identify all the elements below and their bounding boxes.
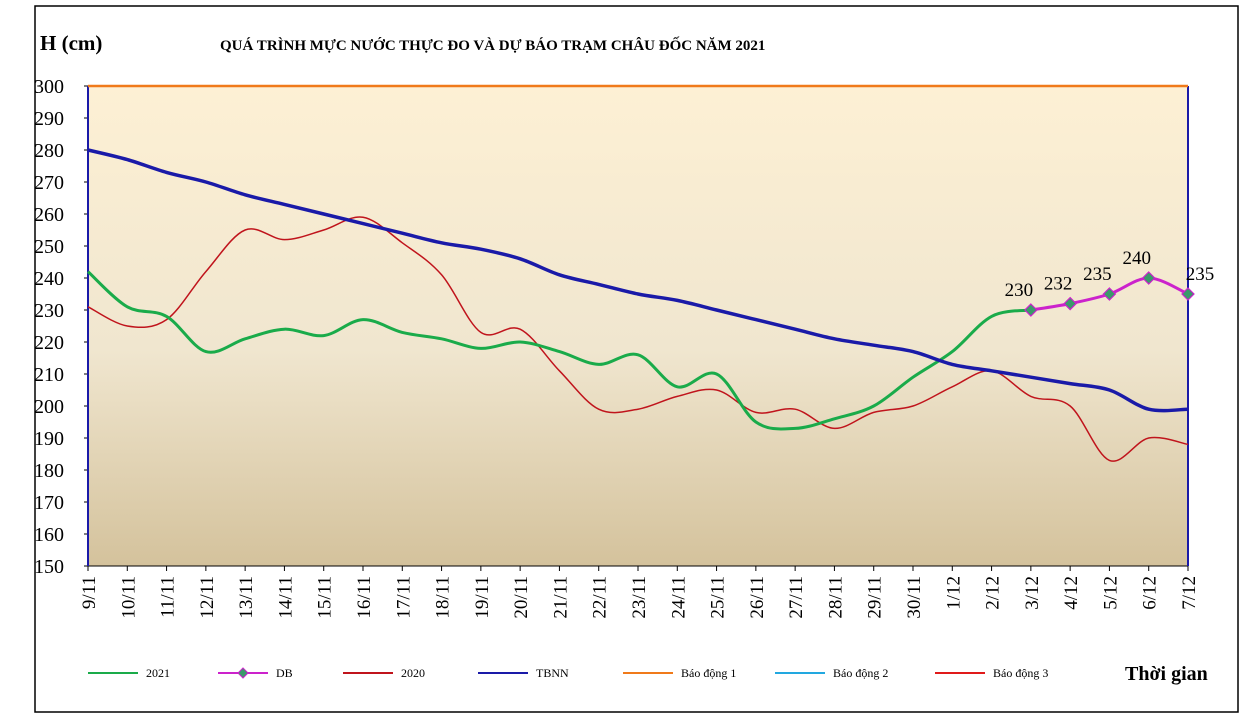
y-tick-label: 280 xyxy=(34,140,64,162)
x-tick-label: 1/12 xyxy=(943,576,964,610)
y-tick-label: 170 xyxy=(34,492,64,514)
legend-marker xyxy=(237,667,249,679)
x-tick-label: 10/11 xyxy=(118,576,139,619)
x-tick-label: 5/12 xyxy=(1100,576,1121,610)
data-label: 240 xyxy=(1122,248,1151,269)
legend-label: TBNN xyxy=(536,666,569,680)
x-tick-label: 24/11 xyxy=(668,576,689,619)
x-tick-label: 14/11 xyxy=(275,576,296,619)
x-tick-label: 2/12 xyxy=(983,576,1004,610)
data-label: 235 xyxy=(1186,264,1215,285)
point-marker xyxy=(1024,303,1038,317)
y-axis-label: H (cm) xyxy=(40,31,102,55)
y-tick-label: 200 xyxy=(34,396,64,418)
y-tick-label: 230 xyxy=(34,300,64,322)
x-tick-label: 21/11 xyxy=(550,576,571,619)
y-tick-label: 260 xyxy=(34,204,64,226)
y-tick-label: 290 xyxy=(34,108,64,130)
x-tick-label: 4/12 xyxy=(1061,576,1082,610)
point-marker xyxy=(1181,287,1195,301)
x-tick-label: 29/11 xyxy=(865,576,886,619)
x-tick-label: 22/11 xyxy=(590,576,611,619)
legend-label: 2021 xyxy=(146,666,170,680)
y-tick-label: 150 xyxy=(34,556,64,578)
data-label: 232 xyxy=(1044,274,1073,295)
y-tick-label: 240 xyxy=(34,268,64,290)
x-tick-label: 12/11 xyxy=(197,576,218,619)
point-marker xyxy=(1102,287,1117,301)
point-marker xyxy=(1063,296,1077,311)
plot-area xyxy=(88,86,1188,566)
x-tick-label: 25/11 xyxy=(708,576,729,619)
legend-label: Báo động 2 xyxy=(833,666,888,680)
x-tick-label: 15/11 xyxy=(315,576,336,619)
y-tick-label: 220 xyxy=(34,332,64,354)
x-tick-label: 20/11 xyxy=(511,576,532,619)
series-line xyxy=(87,148,1189,413)
point-marker xyxy=(1141,271,1156,285)
data-label: 230 xyxy=(1005,280,1034,301)
x-tick-label: 16/11 xyxy=(354,576,375,619)
x-tick-label: 11/11 xyxy=(158,576,179,618)
legend-label: 2020 xyxy=(401,666,425,680)
legend-label: Báo động 1 xyxy=(681,666,736,680)
x-tick-label: 18/11 xyxy=(433,576,454,619)
y-tick-label: 300 xyxy=(34,76,64,98)
x-tick-label: 17/11 xyxy=(393,576,414,619)
y-tick-label: 190 xyxy=(34,428,64,450)
x-axis-label: Thời gian xyxy=(1125,663,1208,685)
series-line xyxy=(86,270,1032,431)
x-tick-label: 23/11 xyxy=(629,576,650,619)
x-tick-label: 28/11 xyxy=(825,576,846,619)
y-tick-label: 250 xyxy=(34,236,64,258)
x-tick-label: 19/11 xyxy=(472,576,493,619)
y-tick-label: 180 xyxy=(34,460,64,482)
x-tick-label: 27/11 xyxy=(786,576,807,619)
data-label: 235 xyxy=(1083,264,1112,285)
x-tick-label: 30/11 xyxy=(904,576,925,619)
x-tick-label: 7/12 xyxy=(1179,576,1200,610)
x-tick-label: 26/11 xyxy=(747,576,768,619)
y-tick-label: 160 xyxy=(34,524,64,546)
x-tick-label: 6/12 xyxy=(1140,576,1161,610)
legend-label: Báo động 3 xyxy=(993,666,1048,680)
y-tick-label: 210 xyxy=(34,364,64,386)
y-tick-label: 270 xyxy=(34,172,64,194)
x-tick-label: 13/11 xyxy=(236,576,257,619)
chart-title: QUÁ TRÌNH MỰC NƯỚC THỰC ĐO VÀ DỰ BÁO TRẠ… xyxy=(220,36,765,54)
legend-label: DB xyxy=(276,666,293,680)
x-tick-label: 3/12 xyxy=(1022,576,1043,610)
series-line xyxy=(87,216,1189,462)
x-tick-label: 9/11 xyxy=(79,576,100,609)
